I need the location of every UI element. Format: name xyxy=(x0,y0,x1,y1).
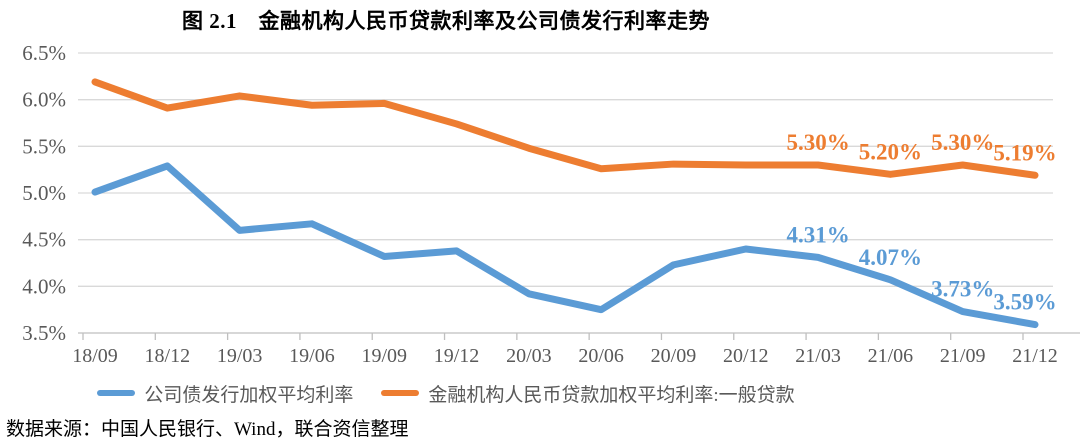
legend-swatch-icon xyxy=(381,390,420,396)
x-tick-label: 20/09 xyxy=(651,345,697,367)
data-label-series-1: 5.30% xyxy=(786,130,849,155)
legend-label: 金融机构人民币贷款加权平均利率:一般贷款 xyxy=(428,384,795,406)
x-tick-label: 18/12 xyxy=(145,345,191,367)
x-tick-label: 21/03 xyxy=(795,345,841,367)
data-label-series-1: 5.30% xyxy=(931,130,994,155)
x-tick-label: 21/12 xyxy=(1012,345,1058,367)
data-label-series-0: 4.07% xyxy=(859,245,922,270)
legend-label: 公司债发行加权平均利率 xyxy=(144,384,354,406)
y-tick-label: 3.5% xyxy=(22,321,66,345)
legend-item-1: 金融机构人民币贷款加权平均利率:一般贷款 xyxy=(381,380,795,407)
x-tick-label: 20/03 xyxy=(506,345,552,367)
data-label-series-0: 4.31% xyxy=(786,222,849,247)
legend-item-0: 公司债发行加权平均利率 xyxy=(97,380,353,407)
y-tick-label: 4.5% xyxy=(22,228,66,252)
x-tick-label: 19/09 xyxy=(361,345,407,367)
y-tick-label: 6.5% xyxy=(22,41,66,65)
legend: 公司债发行加权平均利率 金融机构人民币贷款加权平均利率:一般贷款 xyxy=(0,379,892,407)
data-label-series-1: 5.19% xyxy=(993,140,1056,165)
legend-swatch-icon xyxy=(97,390,136,396)
x-tick-label: 19/03 xyxy=(217,345,263,367)
x-tick-label: 20/06 xyxy=(578,345,624,367)
x-tick-label: 19/06 xyxy=(289,345,335,367)
y-tick-label: 5.5% xyxy=(22,134,66,158)
y-tick-label: 4.0% xyxy=(22,274,66,298)
y-tick-label: 6.0% xyxy=(22,88,66,112)
y-tick-label: 5.0% xyxy=(22,181,66,205)
x-tick-label: 18/09 xyxy=(72,345,118,367)
data-label-series-0: 3.73% xyxy=(931,277,994,302)
x-tick-label: 20/12 xyxy=(723,345,769,367)
x-tick-label: 21/06 xyxy=(868,345,914,367)
series-line-0 xyxy=(91,162,1039,329)
x-tick-label: 19/12 xyxy=(434,345,480,367)
source-note: 数据来源：中国人民银行、Wind，联合资信整理 xyxy=(6,419,409,440)
data-label-series-0: 3.59% xyxy=(993,290,1056,315)
x-tick-label: 21/09 xyxy=(940,345,986,367)
chart-title: 图 2.1 金融机构人民币贷款利率及公司债发行利率走势 xyxy=(182,9,710,33)
line-chart-plot-area: 6.5% 6.0% 5.5% 5.0% 4.5% 4.0% 3.5% 18/09 18/12 19… xyxy=(22,41,1080,367)
series-line-1 xyxy=(91,78,1039,179)
data-label-series-1: 5.20% xyxy=(859,139,922,164)
